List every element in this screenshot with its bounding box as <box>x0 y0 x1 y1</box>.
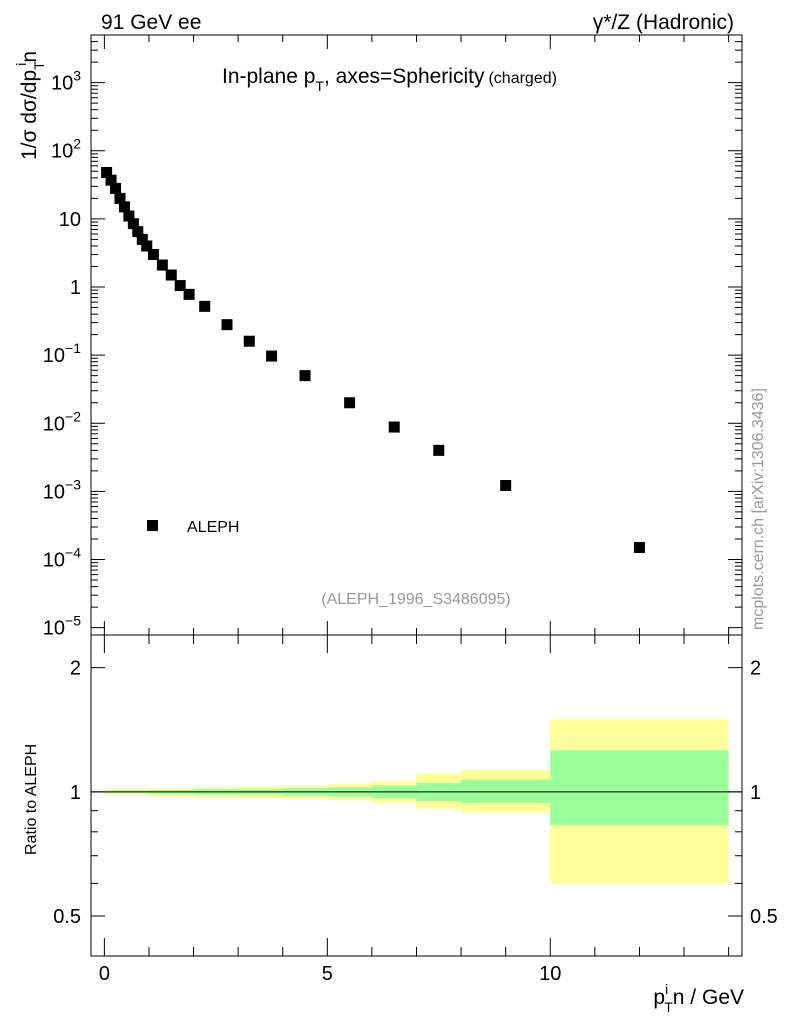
data-point <box>221 319 233 331</box>
y-tick-label: 10−1 <box>43 340 81 367</box>
y-tick-label: 1 <box>70 277 81 299</box>
y-tick-exponent: −2 <box>65 408 81 424</box>
y-tick-label: 10−2 <box>43 408 81 435</box>
header-left-label: 91 GeV ee <box>101 11 201 34</box>
y-tick-label: 10−5 <box>43 613 81 640</box>
y-tick-label: 10−3 <box>43 476 81 503</box>
data-point <box>433 444 445 456</box>
data-point <box>199 300 211 312</box>
data-point <box>123 210 135 222</box>
data-point <box>114 192 126 204</box>
y-tick-exponent: −1 <box>65 340 81 356</box>
lower-y-axis-label: Ratio to ALEPH <box>23 744 40 855</box>
y-tick-label: 10 <box>59 209 81 231</box>
legend-marker <box>147 520 158 531</box>
y-tick-base: 10 <box>51 141 73 163</box>
legend: ALEPH <box>147 519 239 536</box>
stat-uncertainty-band <box>550 750 729 826</box>
data-point <box>156 259 168 271</box>
y-tick-base: 10 <box>51 73 73 95</box>
y-tick-exponent: −5 <box>65 613 81 629</box>
header-right-label: γ*/Z (Hadronic) <box>593 11 734 34</box>
ratio-y-tick-label-right: 0.5 <box>750 906 778 928</box>
data-point <box>127 218 139 230</box>
upper-panel: In-plane pT, axes=Sphericity (charged) 1/… <box>13 34 743 640</box>
data-point <box>110 182 122 194</box>
data-point <box>136 233 148 245</box>
lower-panel: 0.5 0.5 1 1 2 2 0 5 10 Ratio to ALEPH pi Tn / GeV <box>23 634 778 1015</box>
y-tick-exponent: −3 <box>65 476 81 492</box>
x-tick-label: 10 <box>539 963 561 985</box>
stat-uncertainty-band <box>461 779 551 803</box>
plot-title: In-plane pT, axes=Sphericity (charged) <box>222 65 557 94</box>
y-tick-base: 10 <box>43 345 65 367</box>
data-point <box>633 542 645 554</box>
x-tick-label: 0 <box>99 963 110 985</box>
data-point <box>243 335 255 347</box>
analysis-annotation: (ALEPH_1996_S3486095) <box>321 591 510 608</box>
y-tick-exponent: 2 <box>73 136 81 152</box>
y-tick-base: 10 <box>43 481 65 503</box>
data-point <box>105 174 117 186</box>
y-tick-label: 10−4 <box>43 545 81 572</box>
y-tick-exponent: −4 <box>65 545 81 561</box>
data-point <box>344 397 356 409</box>
y-tick-base: 10 <box>43 413 65 435</box>
data-point <box>141 240 153 252</box>
ratio-y-tick-label-left: 1 <box>70 782 81 804</box>
data-point <box>165 269 177 281</box>
data-point <box>132 226 144 238</box>
data-point <box>101 166 113 178</box>
x-tick-label: 5 <box>322 963 333 985</box>
data-point <box>299 370 311 382</box>
legend-label: ALEPH <box>187 519 239 536</box>
data-point <box>266 350 278 362</box>
ratio-y-tick-label-right: 1 <box>750 782 761 804</box>
y-tick-label: 103 <box>51 68 81 95</box>
ratio-y-tick-label-right: 2 <box>750 658 761 680</box>
data-point <box>183 288 195 300</box>
y-tick-base: 10 <box>43 618 65 640</box>
data-point <box>147 249 159 260</box>
y-tick-exponent: 3 <box>73 68 81 84</box>
data-point <box>500 480 512 492</box>
data-point <box>118 201 130 213</box>
y-tick-base: 10 <box>43 550 65 572</box>
x-axis-label: pi Tn / GeV <box>653 981 744 1015</box>
ratio-y-tick-label-left: 0.5 <box>53 906 81 928</box>
data-point <box>174 280 186 292</box>
y-tick-label: 102 <box>51 136 81 163</box>
side-credit-label: mcplots.cern.ch [arXiv:1306.3436] <box>750 388 767 630</box>
upper-y-axis-label: 1/σ dσ/dpTin <box>13 51 47 160</box>
data-point <box>388 421 400 433</box>
ratio-y-tick-label-left: 2 <box>70 658 81 680</box>
